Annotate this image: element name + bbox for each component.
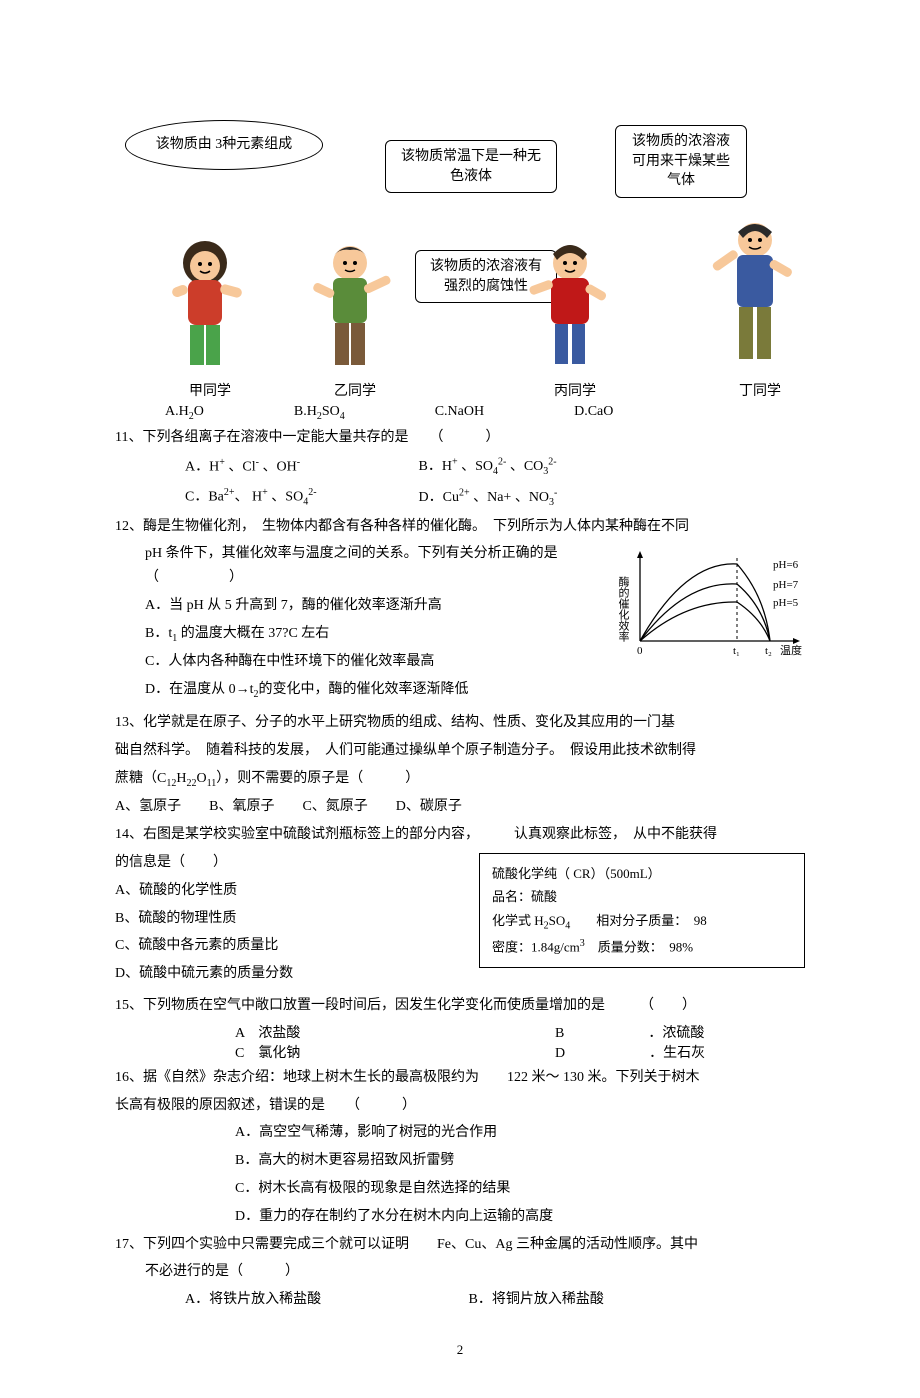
- student-b-label: 乙同学: [320, 380, 390, 400]
- svg-text:0: 0: [637, 645, 643, 657]
- student-b-figure: [305, 238, 395, 378]
- q17-stem2: 不必进行的是（ ）: [115, 1260, 805, 1284]
- svg-text:温度: 温度: [780, 643, 802, 657]
- q16-c: C．树木长高有极限的现象是自然选择的结果: [115, 1177, 805, 1201]
- q16-b: B．高大的树木更容易招致风折雷劈: [115, 1149, 805, 1173]
- q15-stem: 15、下列物质在空气中敞口放置一段时间后，因发生化学变化而使质量增加的是 （ ）: [115, 994, 805, 1018]
- q15-row2: C 氯化钠D ．生石灰: [115, 1042, 805, 1062]
- q13-opts: A、氢原子 B、氧原子 C、氮原子 D、碳原子: [115, 795, 805, 819]
- svg-text:pH=7: pH=7: [773, 579, 799, 591]
- q10-opt-d: D.CaO: [574, 404, 613, 422]
- q15-row1: A 浓盐酸B ．浓硫酸: [115, 1022, 805, 1042]
- q11-row1: A．H+ 、Cl- 、OH- B．H+ 、SO42- 、CO32-: [115, 454, 805, 480]
- q13-stem2: 础自然科学。 随着科技的发展， 人们可能通过操纵单个原子制造分子。 假设用此技术…: [115, 739, 805, 763]
- q10-opt-a: A.H2O: [165, 404, 204, 422]
- student-c-figure: [525, 238, 615, 378]
- student-a-label: 甲同学: [175, 380, 245, 400]
- q10-options: A.H2O B.H2SO4 C.NaOH D.CaO: [115, 404, 805, 422]
- page-number: 2: [115, 1342, 805, 1358]
- q12-graph: 酶的催化效率 pH=6 pH=7 pH=5 0 t₁ t₂ 温度: [615, 546, 805, 661]
- speech-bubble-d: 该物质的浓溶液可用来干燥某些气体: [615, 125, 747, 198]
- q12-d: D．在温度从 0→t2的变化中，酶的催化效率逐渐降低: [115, 678, 805, 703]
- student-a-figure: [160, 238, 250, 378]
- q10-opt-c: C.NaOH: [435, 404, 484, 422]
- q17-stem1: 17、下列四个实验中只需要完成三个就可以证明 Fe、Cu、Ag 三种金属的活动性…: [115, 1233, 805, 1257]
- q16-a: A．高空空气稀薄，影响了树冠的光合作用: [115, 1121, 805, 1145]
- label-l3: 化学式 H2SO4 相对分子质量： 98: [492, 909, 792, 936]
- q16-d: D．重力的存在制约了水分在树木内向上运输的高度: [115, 1205, 805, 1229]
- student-d-label: 丁同学: [725, 380, 795, 400]
- q16-stem2: 长高有极限的原因叙述，错误的是 （ ）: [115, 1094, 805, 1118]
- svg-text:pH=5: pH=5: [773, 597, 799, 609]
- q13-stem3: 蔗糖（C12H22O11），则不需要的原子是（ ）: [115, 767, 805, 792]
- q10-opt-b: B.H2SO4: [294, 404, 345, 422]
- label-l2: 品名：硫酸: [492, 885, 792, 908]
- q14-stem1: 14、右图是某学校实验室中硫酸试剂瓶标签上的部分内容， 认真观察此标签， 从中不…: [115, 823, 805, 847]
- svg-text:酶的催化效率: 酶的催化效率: [617, 576, 630, 643]
- q11-stem: 11、下列各组离子在溶液中一定能大量共存的是 （ ）: [115, 426, 805, 450]
- speech-bubble-b: 该物质常温下是一种无色液体: [385, 140, 557, 193]
- q16-stem1: 16、据《自然》杂志介绍：地球上树木生长的最高极限约为 122 米～ 130 米…: [115, 1066, 805, 1090]
- svg-text:t₁: t₁: [733, 645, 740, 657]
- q14-label-box: 硫酸化学纯（ CR）（500mL） 品名：硫酸 化学式 H2SO4 相对分子质量…: [479, 853, 805, 968]
- svg-text:t₂: t₂: [765, 645, 772, 657]
- student-d-figure: [705, 218, 805, 378]
- student-c-label: 丙同学: [540, 380, 610, 400]
- speech-bubble-a: 该物质由 3种元素组成: [125, 120, 323, 170]
- q17-row1: A．将铁片放入稀盐酸 B．将铜片放入稀盐酸: [115, 1288, 805, 1312]
- q12-stem1: 12、酶是生物催化剂， 生物体内都含有各种各样的催化酶。 下列所示为人体内某种酶…: [115, 515, 805, 539]
- cartoon-illustration: 该物质由 3种元素组成 该物质常温下是一种无色液体 该物质的浓溶液有强烈的腐蚀性…: [115, 120, 805, 400]
- label-l4: 密度：1.84g/cm3 质量分数： 98%: [492, 935, 792, 959]
- label-l1: 硫酸化学纯（ CR）（500mL）: [492, 862, 792, 885]
- q11-row2: C．Ba2+、 H+ 、SO42- D．Cu2+ 、Na+ 、NO3-: [115, 484, 805, 510]
- q13-stem1: 13、化学就是在原子、分子的水平上研究物质的组成、结构、性质、变化及其应用的一门…: [115, 711, 805, 735]
- svg-text:pH=6: pH=6: [773, 559, 799, 571]
